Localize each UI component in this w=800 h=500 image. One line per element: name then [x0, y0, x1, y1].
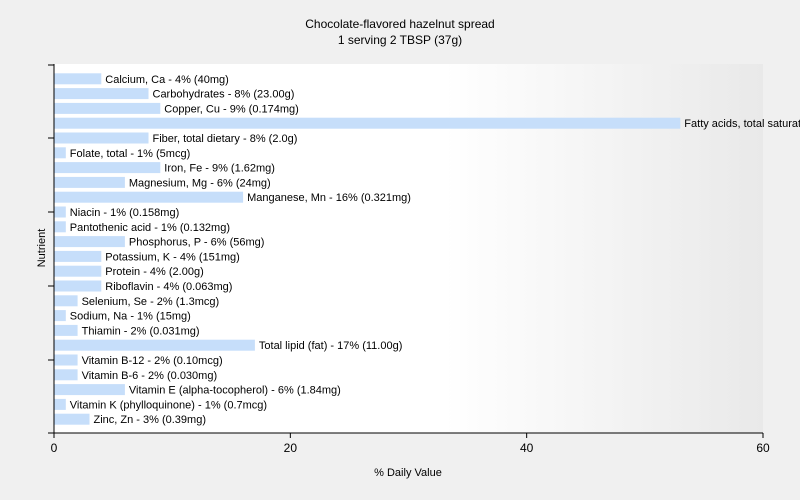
bar-label: Niacin - 1% (0.158mg) — [70, 207, 179, 219]
bar-label: Potassium, K - 4% (151mg) — [105, 251, 240, 263]
x-tick-label: 0 — [51, 441, 58, 455]
bar-label: Vitamin E (alpha-tocopherol) - 6% (1.84m… — [129, 385, 341, 397]
bar-label: Magnesium, Mg - 6% (24mg) — [129, 177, 271, 189]
bar-label: Zinc, Zn - 3% (0.39mg) — [94, 414, 206, 426]
bar-label: Fatty acids, total saturated - 53% (10.5… — [684, 118, 800, 130]
axes-group: 0 20 40 60 — [48, 64, 770, 455]
bar-label: Iron, Fe - 9% (1.62mg) — [164, 163, 275, 175]
bar — [54, 324, 78, 336]
bar — [54, 102, 161, 114]
bar — [54, 295, 78, 307]
bar — [54, 117, 681, 129]
y-axis-label: Nutrient — [36, 229, 48, 268]
bar — [54, 398, 66, 410]
bar — [54, 413, 90, 425]
x-tick-label: 20 — [284, 441, 298, 455]
bar-label: Total lipid (fat) - 17% (11.00g) — [259, 340, 402, 352]
bar — [54, 73, 102, 85]
bar-label: Carbohydrates - 8% (23.00g) — [153, 89, 295, 101]
bar-label: Fiber, total dietary - 8% (2.0g) — [153, 133, 298, 145]
bar — [54, 221, 66, 233]
bar-label: Folate, total - 1% (5mcg) — [70, 148, 190, 160]
bar-label: Selenium, Se - 2% (1.3mcg) — [82, 296, 220, 308]
bar-label: Vitamin B-6 - 2% (0.030mg) — [82, 370, 218, 382]
bar-label: Phosphorus, P - 6% (56mg) — [129, 237, 265, 249]
bar-label: Riboflavin - 4% (0.063mg) — [105, 281, 232, 293]
bar — [54, 369, 78, 381]
bar-label: Protein - 4% (2.00g) — [105, 266, 203, 278]
bar-label: Copper, Cu - 9% (0.174mg) — [164, 103, 299, 115]
bar-label: Sodium, Na - 1% (15mg) — [70, 311, 191, 323]
bar — [54, 236, 125, 248]
bar-label: Pantothenic acid - 1% (0.132mg) — [70, 222, 230, 234]
bar — [54, 162, 161, 174]
bar-label: Vitamin K (phylloquinone) - 1% (0.7mcg) — [70, 399, 267, 411]
chart-subtitle: 1 serving 2 TBSP (37g) — [338, 33, 462, 47]
bar-label: Thiamin - 2% (0.031mg) — [82, 325, 200, 337]
bar — [54, 310, 66, 322]
bar — [54, 88, 149, 100]
bar — [54, 339, 255, 351]
x-tick-label: 40 — [520, 441, 534, 455]
bar — [54, 354, 78, 366]
bar — [54, 265, 102, 277]
bar-label: Vitamin B-12 - 2% (0.10mcg) — [82, 355, 223, 367]
bar — [54, 191, 244, 203]
bars-group: Calcium, Ca - 4% (40mg) Carbohydrates - 8… — [54, 73, 800, 426]
bar — [54, 384, 125, 396]
bar — [54, 147, 66, 159]
bar-label: Manganese, Mn - 16% (0.321mg) — [247, 192, 411, 204]
bar — [54, 206, 66, 218]
bar-label: Calcium, Ca - 4% (40mg) — [105, 74, 228, 86]
bar — [54, 132, 149, 144]
bar — [54, 176, 125, 188]
bar — [54, 250, 102, 262]
x-tick-label: 60 — [756, 441, 770, 455]
chart-title: Chocolate-flavored hazelnut spread — [305, 17, 494, 31]
x-axis-label: % Daily Value — [374, 467, 442, 479]
bar — [54, 280, 102, 292]
